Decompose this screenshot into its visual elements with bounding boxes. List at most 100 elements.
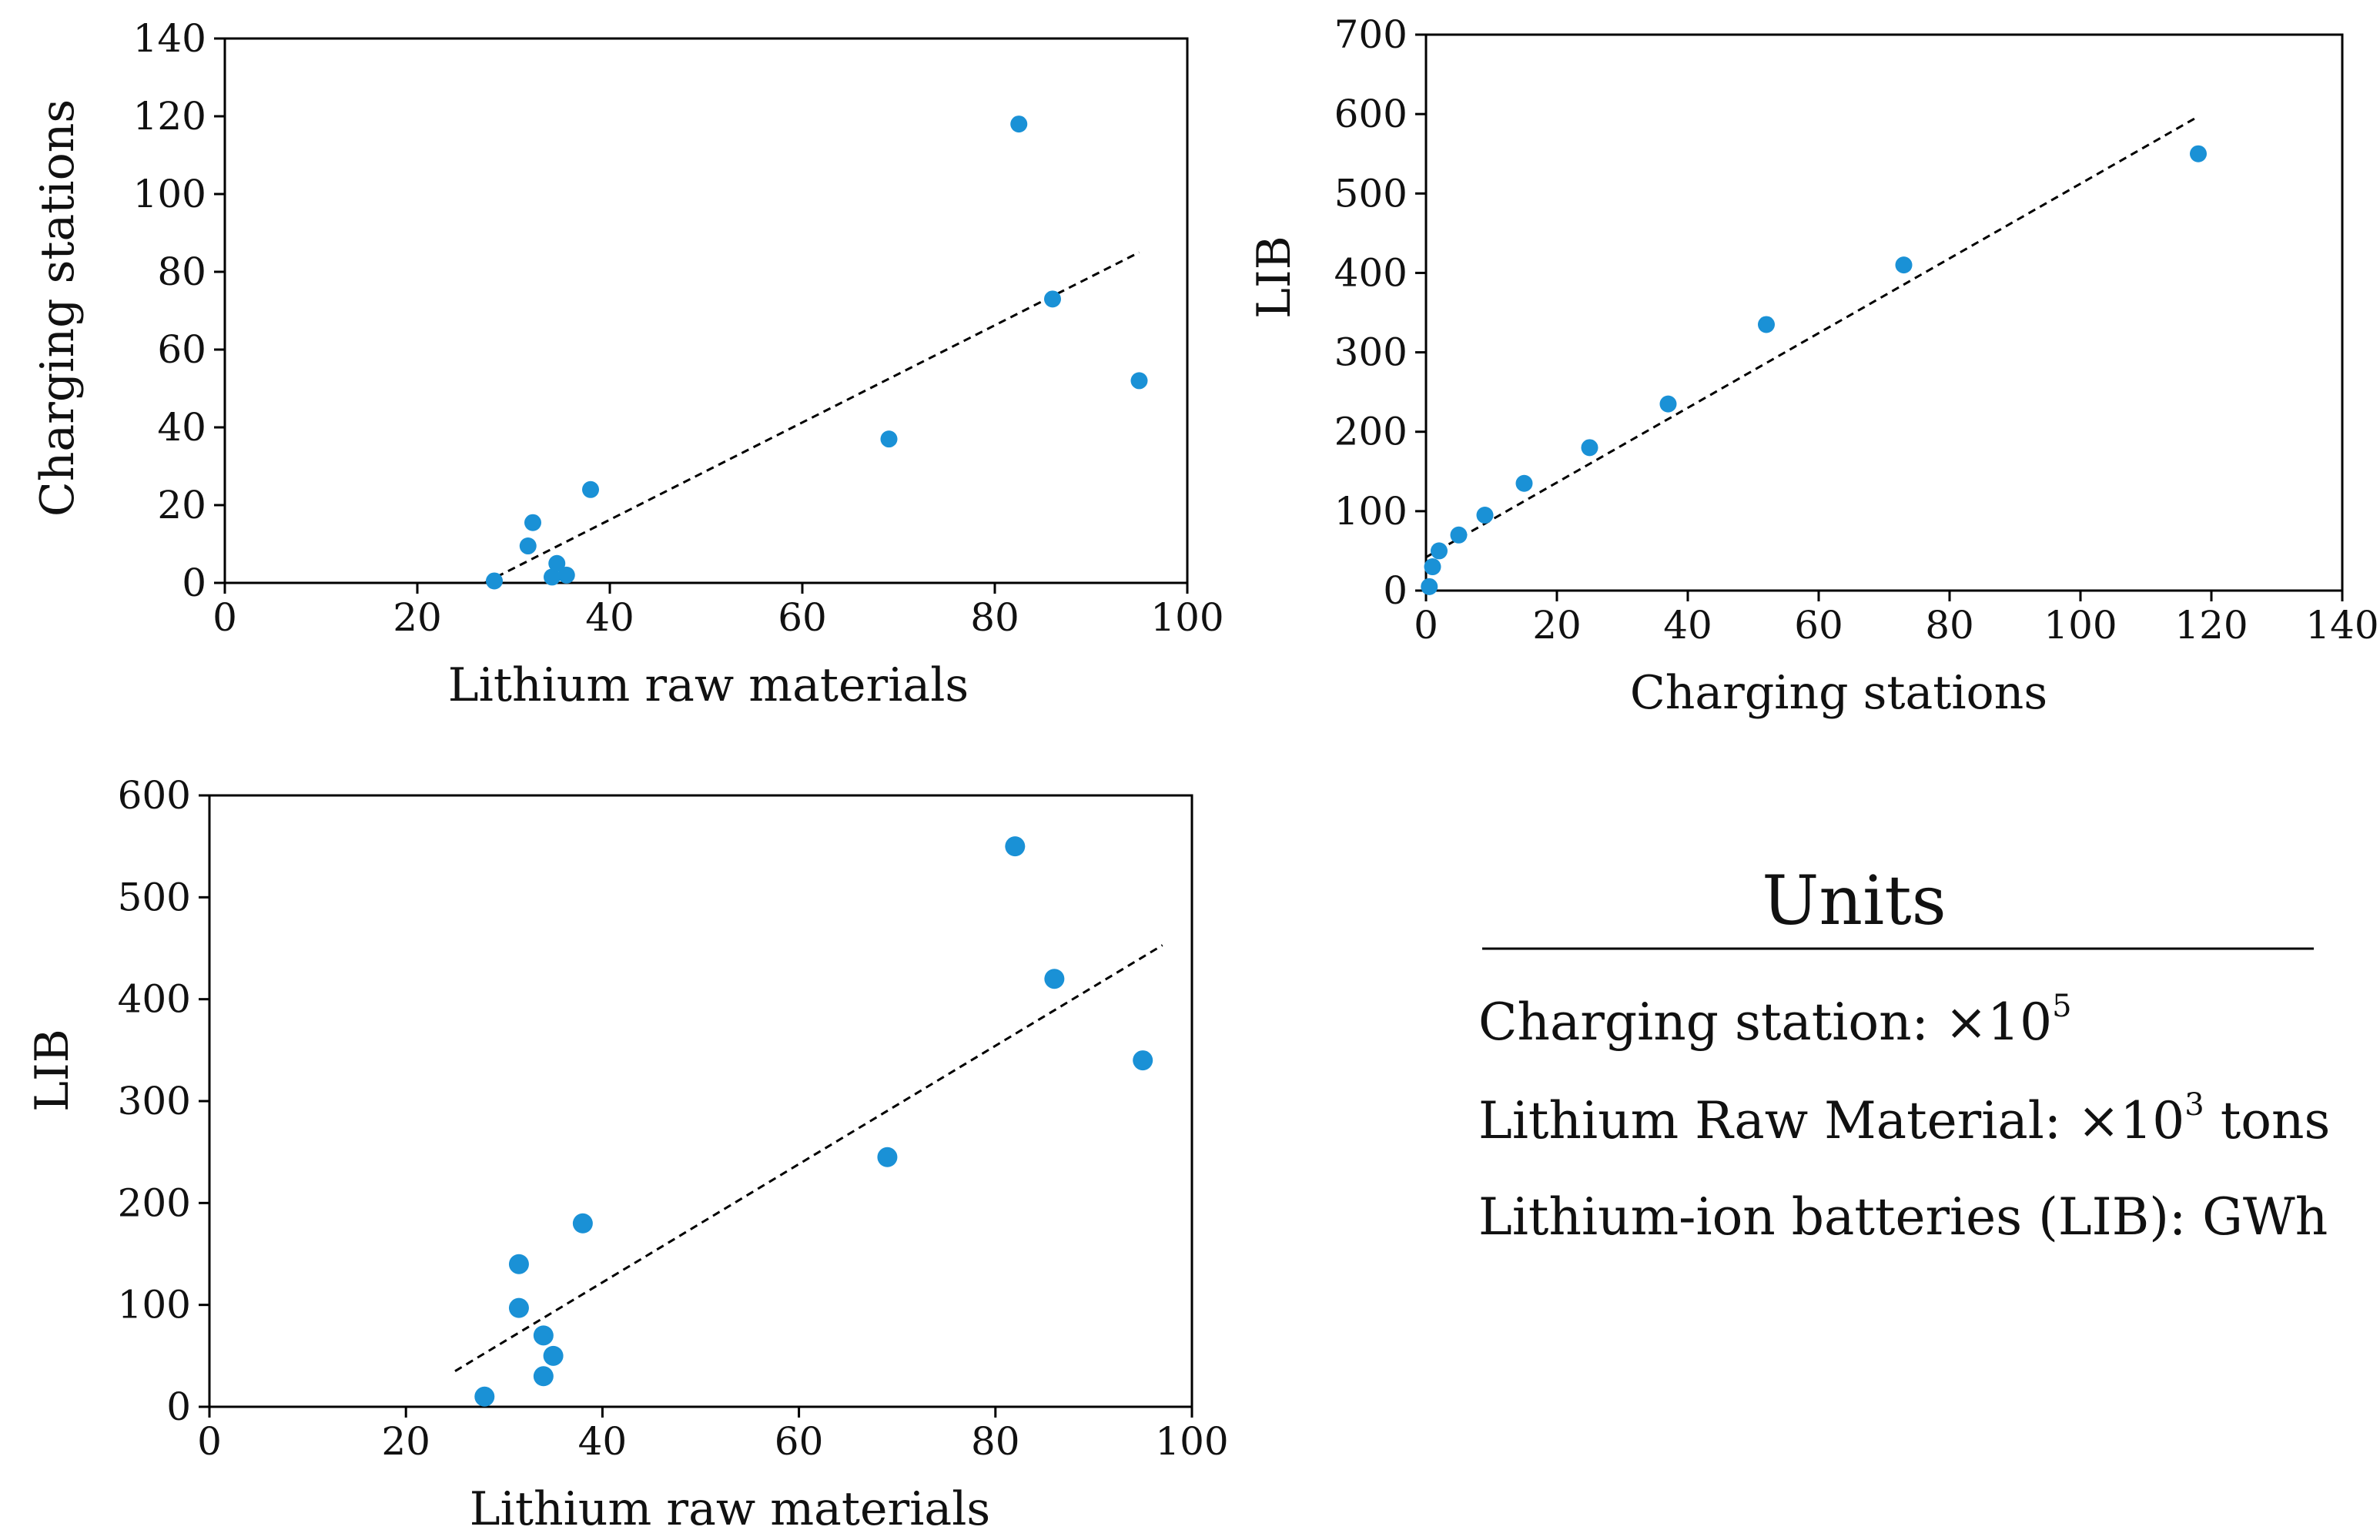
y-tick-label: 100 xyxy=(118,1283,191,1327)
y-tick-label: 0 xyxy=(166,1384,191,1429)
units-line-lithium: Lithium Raw Material: ×103 tons xyxy=(1478,1087,2330,1150)
data-point xyxy=(543,1345,564,1366)
x-tick-label: 60 xyxy=(775,1419,824,1464)
panel-charging-vs-lithium: Lithium raw materials Charging stations … xyxy=(31,16,1224,712)
y-tick-label: 300 xyxy=(118,1079,191,1123)
x-tick-label: 60 xyxy=(778,595,827,640)
x-tick-label: 40 xyxy=(1663,603,1712,648)
plot-frame xyxy=(208,794,1193,1408)
data-point xyxy=(533,1325,554,1346)
x-tick-label: 40 xyxy=(585,595,634,640)
x-tick-label: 0 xyxy=(213,595,237,640)
plot-frame xyxy=(1424,33,2344,592)
x-tick-label: 0 xyxy=(1414,603,1438,648)
y-tick-label: 140 xyxy=(133,16,206,61)
y-tick-label: 100 xyxy=(1334,489,1408,534)
data-point xyxy=(1659,395,1677,413)
data-point xyxy=(572,1213,593,1234)
y-tick-label: 40 xyxy=(157,405,206,450)
x-tick-label: 20 xyxy=(393,595,442,640)
data-point xyxy=(548,554,566,572)
x-tick-label: 100 xyxy=(1150,595,1223,640)
plot-frame xyxy=(223,37,1189,584)
data-point xyxy=(1133,1050,1153,1071)
data-point xyxy=(1515,474,1533,492)
y-axis-title: LIB xyxy=(1247,236,1301,319)
units-line-lithium-suffix: tons xyxy=(2204,1091,2331,1150)
y-tick-label: 700 xyxy=(1334,12,1408,57)
y-tick-label: 600 xyxy=(118,773,191,818)
x-tick-label: 0 xyxy=(197,1419,222,1464)
units-line-charging: Charging station: ×105 xyxy=(1478,989,2072,1052)
units-legend: Units Charging station: ×105 Lithium Raw… xyxy=(1478,861,2330,1247)
data-point xyxy=(1044,290,1061,308)
data-point xyxy=(1476,507,1494,524)
data-point xyxy=(1005,836,1026,857)
data-point xyxy=(508,1297,529,1318)
data-point xyxy=(533,1366,554,1387)
y-tick-label: 20 xyxy=(157,483,206,527)
x-tick-label: 20 xyxy=(1532,603,1582,648)
data-point xyxy=(1895,256,1913,274)
units-line-lithium-text: Lithium Raw Material: ×10 xyxy=(1478,1091,2184,1150)
data-point xyxy=(2190,145,2207,162)
x-tick-label: 80 xyxy=(970,595,1019,640)
units-line-charging-text: Charging station: ×10 xyxy=(1478,993,2052,1052)
y-tick-label: 0 xyxy=(182,561,206,605)
data-point xyxy=(877,1147,898,1167)
y-tick-label: 0 xyxy=(1383,568,1408,613)
data-point xyxy=(880,430,898,448)
y-tick-label: 400 xyxy=(118,977,191,1022)
data-point xyxy=(1010,116,1028,133)
x-tick-label: 20 xyxy=(381,1419,430,1464)
data-point xyxy=(544,568,561,586)
data-point xyxy=(1758,316,1775,333)
x-tick-label: 80 xyxy=(1925,603,1974,648)
data-point xyxy=(1431,542,1448,560)
x-axis-title: Lithium raw materials xyxy=(470,1482,990,1536)
data-point xyxy=(519,537,537,555)
units-title: Units xyxy=(1762,861,1947,940)
panel-lib-vs-lithium: Lithium raw materials LIB 0 20 40 60 80 100 0 1… xyxy=(25,773,1229,1536)
y-tick-label: 300 xyxy=(1334,330,1408,375)
data-point xyxy=(1421,578,1438,595)
y-tick-label: 120 xyxy=(133,94,206,139)
x-tick-label: 60 xyxy=(1794,603,1843,648)
y-tick-label: 80 xyxy=(157,249,206,294)
y-tick-label: 400 xyxy=(1334,250,1408,295)
x-axis-title: Lithium raw materials xyxy=(448,658,969,712)
trend-line xyxy=(454,944,1163,1372)
data-point xyxy=(1581,439,1598,457)
trend-line xyxy=(484,251,1140,584)
x-tick-label: 100 xyxy=(2044,603,2117,648)
data-point xyxy=(474,1386,495,1407)
x-tick-label: 80 xyxy=(971,1419,1020,1464)
data-point xyxy=(1044,969,1065,989)
data-point xyxy=(557,566,575,584)
units-line-lithium-exponent: 3 xyxy=(2184,1087,2204,1123)
y-tick-label: 60 xyxy=(157,327,206,372)
y-tick-label: 600 xyxy=(1334,92,1408,136)
x-tick-label: 140 xyxy=(2305,603,2378,648)
panel-lib-vs-charging: Charging stations LIB 0 20 40 60 80 100 120 140… xyxy=(1247,12,2379,720)
y-tick-label: 200 xyxy=(118,1180,191,1225)
x-tick-label: 100 xyxy=(1155,1419,1228,1464)
y-axis-title: Charging stations xyxy=(31,99,85,517)
y-axis-title: LIB xyxy=(25,1029,79,1112)
units-line-lib: Lithium-ion batteries (LIB): GWh xyxy=(1478,1187,2328,1247)
data-point xyxy=(524,514,541,531)
x-tick-label: 120 xyxy=(2174,603,2248,648)
x-axis-title: Charging stations xyxy=(1630,666,2047,720)
data-point xyxy=(486,572,503,590)
y-tick-label: 100 xyxy=(133,172,206,216)
y-tick-label: 200 xyxy=(1334,410,1408,454)
y-tick-label: 500 xyxy=(1334,171,1408,216)
data-point xyxy=(1130,372,1148,390)
trend-line xyxy=(1425,115,2199,558)
units-line-charging-exponent: 5 xyxy=(2052,989,2071,1024)
data-point xyxy=(1450,526,1468,544)
x-tick-label: 40 xyxy=(578,1419,628,1464)
data-point xyxy=(508,1254,529,1274)
y-tick-label: 500 xyxy=(118,875,191,919)
